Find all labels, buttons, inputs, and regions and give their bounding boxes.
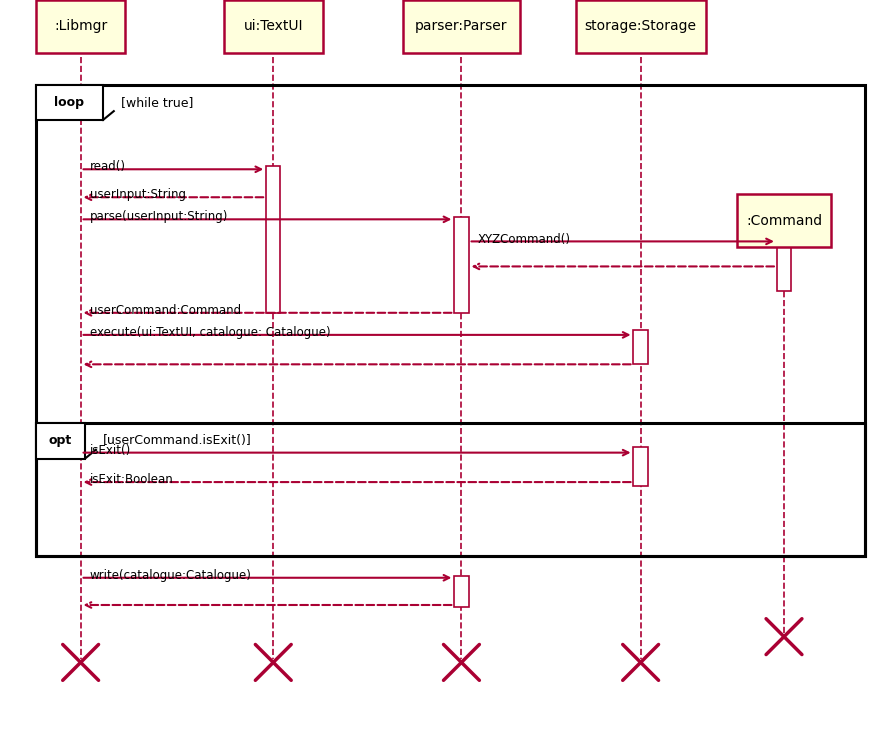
Bar — [36, 85, 103, 120]
Bar — [224, 0, 323, 53]
Bar — [633, 447, 648, 486]
Text: parse(userInput:String): parse(userInput:String) — [90, 210, 228, 224]
Bar — [454, 576, 469, 607]
Text: parser:Parser: parser:Parser — [415, 19, 508, 34]
Text: [userCommand.isExit()]: [userCommand.isExit()] — [103, 434, 252, 447]
Text: XYZCommand(): XYZCommand() — [478, 233, 571, 246]
Text: execute(ui:TextUI, catalogue: Catalogue): execute(ui:TextUI, catalogue: Catalogue) — [90, 326, 331, 339]
Text: :Command: :Command — [746, 213, 822, 228]
Text: userInput:String: userInput:String — [90, 188, 185, 202]
Text: :Libmgr: :Libmgr — [54, 19, 108, 34]
Text: ui:TextUI: ui:TextUI — [244, 19, 303, 34]
Text: isExit:Boolean: isExit:Boolean — [90, 473, 173, 486]
Bar — [737, 194, 831, 247]
Bar — [403, 0, 520, 53]
Text: userCommand:Command: userCommand:Command — [90, 304, 241, 317]
Text: read(): read() — [90, 160, 125, 174]
Bar — [454, 217, 469, 313]
Text: write(catalogue:Catalogue): write(catalogue:Catalogue) — [90, 569, 252, 582]
Bar — [576, 0, 706, 53]
Bar — [777, 239, 791, 291]
Bar — [36, 423, 85, 459]
Bar — [36, 423, 865, 556]
Text: storage:Storage: storage:Storage — [585, 19, 697, 34]
Text: loop: loop — [55, 96, 84, 109]
Bar — [36, 85, 865, 556]
Bar — [633, 330, 648, 364]
Text: isExit(): isExit() — [90, 444, 131, 457]
Bar — [266, 166, 280, 313]
Text: opt: opt — [49, 434, 72, 447]
Text: [while true]: [while true] — [121, 96, 194, 109]
Bar — [36, 0, 125, 53]
